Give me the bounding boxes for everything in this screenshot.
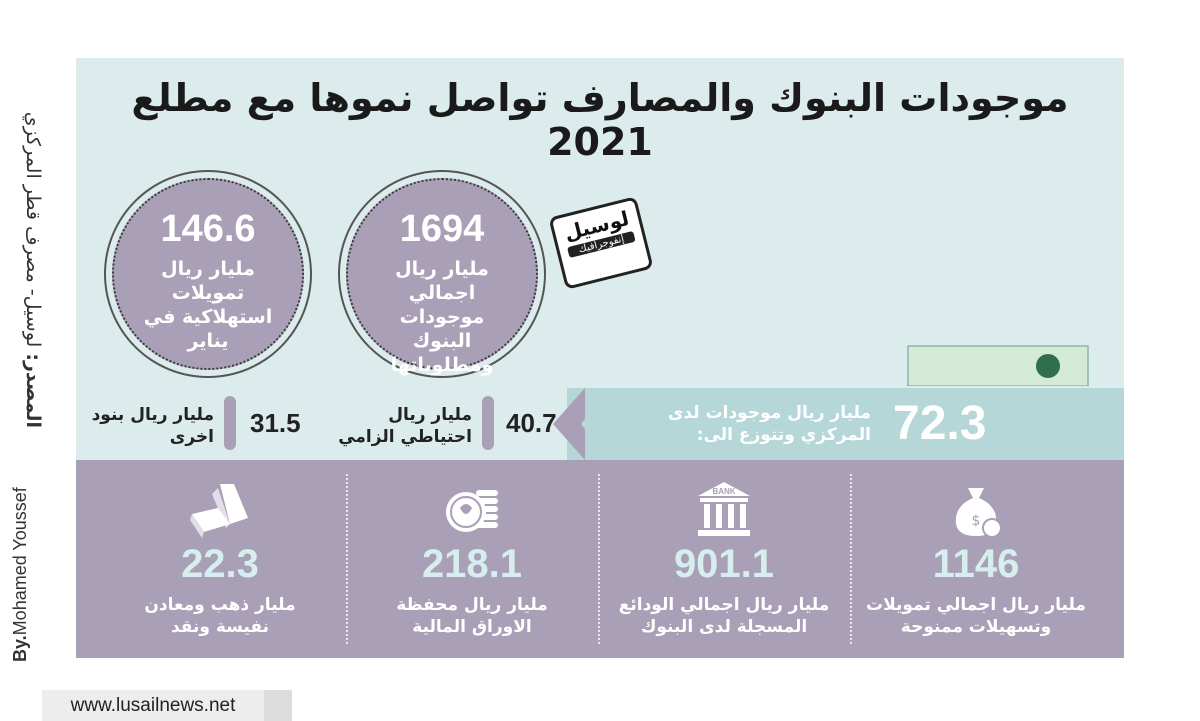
divider — [850, 474, 852, 644]
gold-label: مليار ذهب ومعادن نفيسة ونقد — [144, 595, 296, 637]
green-notes — [907, 345, 1089, 386]
bank-icon: BANK — [698, 482, 750, 536]
loans-stat: $ 1146 مليار ريال اجمالي تمويلات وتسهيلا… — [850, 460, 1102, 658]
gold-bars-icon — [190, 484, 248, 538]
infographic-title: موجودات البنوك والمصارف تواصل نموها مع م… — [131, 76, 1069, 164]
deposits-label: مليار ريال اجمالي الودائع المسجلة لدى ال… — [618, 595, 830, 637]
other-items-value: 31.5 — [250, 408, 301, 438]
money-bag-icon: $ — [955, 488, 1002, 538]
banknotes-illustration — [907, 345, 1089, 386]
reserve-label: مليار ريال احتياطي الزامي — [338, 405, 472, 447]
svg-text:BANK: BANK — [712, 487, 735, 496]
divider — [346, 474, 348, 644]
securities-stat: 218.1 مليار ريال محفظة الاوراق المالية — [346, 460, 598, 658]
deposits-value: 901.1 — [673, 542, 775, 586]
total-assets-circle: 1694 مليار ريال اجمالي موجودات البنوك وم… — [346, 178, 538, 376]
consumer-loans-circle: 146.6 مليار ريال تمويلات استهلاكية في ين… — [112, 178, 304, 370]
central-bank-band: 72.3 مليار ريال موجودات لدى المركزي وتتو… — [553, 388, 1124, 460]
side-credits: المصدر: لوسيل- مصرف قطر المركزي By.Moham… — [0, 0, 44, 721]
coins-icon — [446, 490, 498, 532]
securities-value: 218.1 — [421, 542, 523, 586]
other-items-bar — [224, 396, 236, 450]
gold-stat: 22.3 مليار ذهب ومعادن نفيسة ونقد — [94, 460, 346, 658]
securities-label: مليار ريال محفظة الاوراق المالية — [396, 595, 548, 637]
svg-text:$: $ — [972, 513, 981, 529]
footer-block — [264, 690, 292, 721]
divider — [598, 474, 600, 644]
deposits-stat: BANK 901.1 مليار ريال اجمالي الودائع الم… — [598, 460, 850, 658]
central-bank-value: 72.3 — [893, 397, 987, 450]
loans-label: مليار ريال اجمالي تمويلات وتسهيلات ممنوح… — [866, 595, 1086, 637]
website-link[interactable]: www.lusailnews.net — [42, 690, 264, 721]
source-credit: المصدر: لوسيل- مصرف قطر المركزي — [22, 111, 44, 428]
other-items-label: مليار ريال بنود اخرى — [91, 405, 214, 447]
arrow-left-icon — [553, 388, 585, 460]
bottom-stats: $ 1146 مليار ريال اجمالي تمويلات وتسهيلا… — [76, 460, 1124, 658]
central-bank-label: مليار ريال موجودات لدى المركزي وتتوزع ال… — [667, 403, 871, 445]
loans-value: 1146 — [932, 542, 1020, 586]
reserve-value: 40.7 — [506, 408, 557, 438]
author-credit: By.Mohamed Youssef — [10, 487, 30, 662]
gold-value: 22.3 — [181, 542, 259, 586]
infographic-panel: موجودات البنوك والمصارف تواصل نموها مع م… — [76, 58, 1124, 658]
reserve-bar — [482, 396, 494, 450]
